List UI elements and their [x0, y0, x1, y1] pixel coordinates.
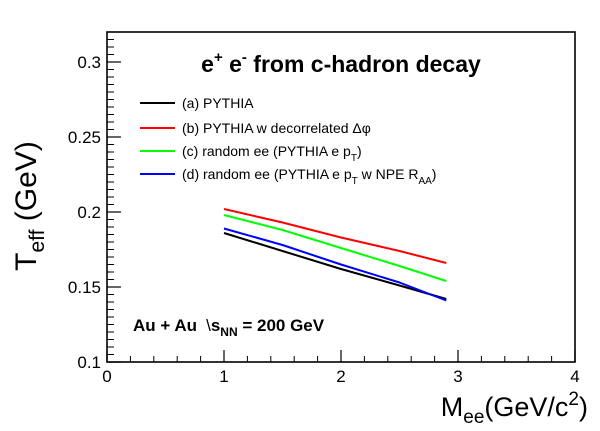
legend-label-b: (b) PYTHIA w decorrelated Δφ [182, 120, 371, 136]
collision-annotation: Au + Au \sNN = 200 GeV [133, 316, 325, 339]
axis-ticks [106, 31, 576, 363]
x-tick-label: 3 [453, 367, 462, 386]
chart-title: e+ e- from c-hadron decay [201, 49, 481, 77]
series-line-a [223, 232, 447, 300]
y-tick-label: 0.2 [77, 203, 101, 222]
x-tick-label: 1 [219, 367, 228, 386]
legend: (a) PYTHIA (b) PYTHIA w decorrelated Δφ … [140, 95, 436, 187]
series-line-c [223, 214, 447, 282]
x-tick-label: 0 [102, 367, 111, 386]
y-tick-label: 0.3 [77, 53, 101, 72]
series-line-b [223, 208, 447, 264]
y-axis-title: Teff (GeV) [10, 141, 49, 271]
y-tick-label: 0.25 [68, 128, 101, 147]
x-tick-label: 4 [570, 367, 579, 386]
x-tick-label: 2 [336, 367, 345, 386]
series-lines [223, 208, 447, 302]
legend-label-d: (d) random ee (PYTHIA e pT w NPE RAA) [182, 166, 436, 187]
series-line-d [223, 227, 447, 302]
plot-frame [106, 31, 576, 363]
x-axis-title: Mee(GeV/c2) [441, 389, 588, 428]
axis-tick-labels: 0 1 2 3 4 0.1 0.15 0.2 0.25 0.3 [68, 53, 580, 386]
y-tick-label: 0.15 [68, 278, 101, 297]
legend-label-a: (a) PYTHIA [182, 95, 254, 111]
y-tick-label: 0.1 [77, 353, 101, 372]
legend-label-c: (c) random ee (PYTHIA e pT) [182, 143, 362, 164]
